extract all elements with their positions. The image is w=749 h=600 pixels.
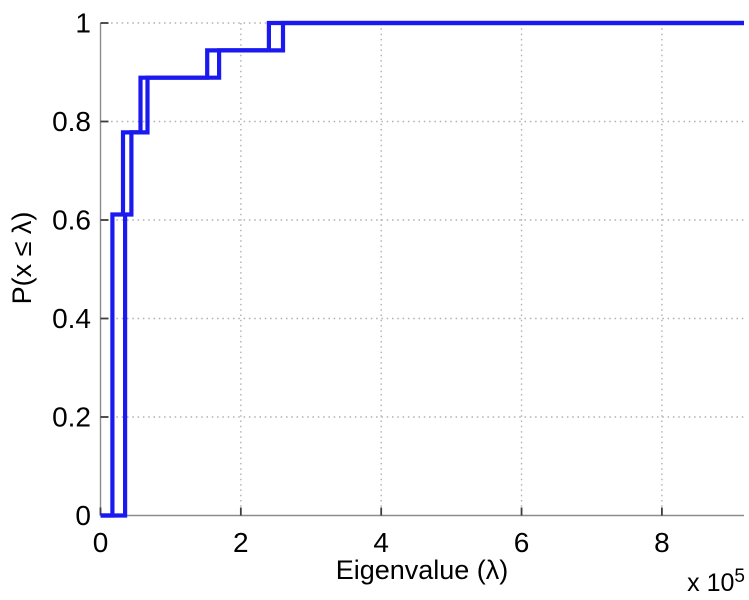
- ecdf-curve-1: [100, 20, 744, 518]
- tick-labels: 0 2 4 6 8 0 0.2 0.4 0.6 0.8 1: [52, 8, 670, 559]
- x-tick-label: 4: [373, 527, 389, 558]
- gridlines: [100, 22, 744, 516]
- y-tick-label: 0: [75, 500, 91, 531]
- ecdf-curve-2: [100, 20, 744, 518]
- x-axis-label: Eigenvalue (λ): [335, 555, 509, 585]
- x-tick-label: 0: [93, 527, 109, 558]
- x-tick-label: 6: [514, 527, 530, 558]
- y-axis-label: P(x ≤ λ): [7, 211, 37, 305]
- x-tick-label: 8: [654, 527, 670, 558]
- y-tick-label: 0.2: [52, 402, 91, 433]
- y-tick-label: 0.6: [52, 205, 91, 236]
- exponent-base-text: x 10: [687, 569, 735, 597]
- y-tick-label: 0.8: [52, 106, 91, 137]
- ecdf-curves: [100, 20, 744, 518]
- y-tick-label: 1: [75, 8, 91, 39]
- axes: [99, 23, 744, 517]
- exponent-sup-text: 5: [734, 566, 745, 587]
- x-axis-exponent-label: x 105: [687, 566, 745, 598]
- y-tick-label: 0.4: [52, 303, 91, 334]
- tick-marks: [99, 22, 663, 517]
- x-tick-label: 2: [233, 527, 249, 558]
